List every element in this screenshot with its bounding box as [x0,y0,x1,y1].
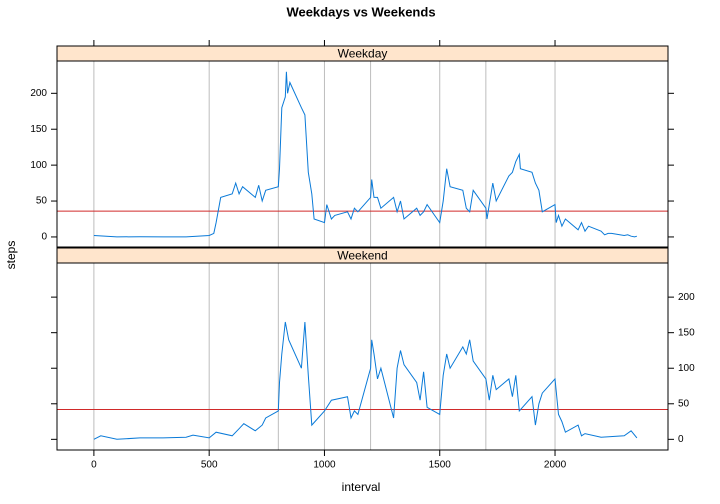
x-tick-label: 1000 [313,460,336,471]
chart-title: Weekdays vs Weekends [286,4,435,19]
panel-frame [56,262,669,451]
y-tick-label: 200 [678,292,695,303]
panel-frame [56,60,669,248]
x-tick-label: 500 [201,460,218,471]
y-axis-label: steps [4,241,18,270]
y-tick-label: 0 [678,434,684,445]
y-tick-label: 50 [678,398,690,409]
y-tick-label: 50 [36,196,48,207]
y-tick-label: 150 [678,327,695,338]
y-tick-label: 150 [30,124,47,135]
y-tick-label: 100 [30,160,47,171]
y-tick-label: 100 [678,363,695,374]
x-axis-label: interval [342,480,381,494]
x-tick-label: 1500 [429,460,452,471]
strip-label: Weekend [337,249,387,263]
y-tick-label: 0 [41,232,47,243]
x-tick-label: 0 [91,460,97,471]
x-tick-label: 2000 [544,460,567,471]
data-line [93,321,638,440]
data-line [93,71,638,238]
y-tick-label: 200 [30,88,47,99]
strip-label: Weekday [338,47,388,61]
